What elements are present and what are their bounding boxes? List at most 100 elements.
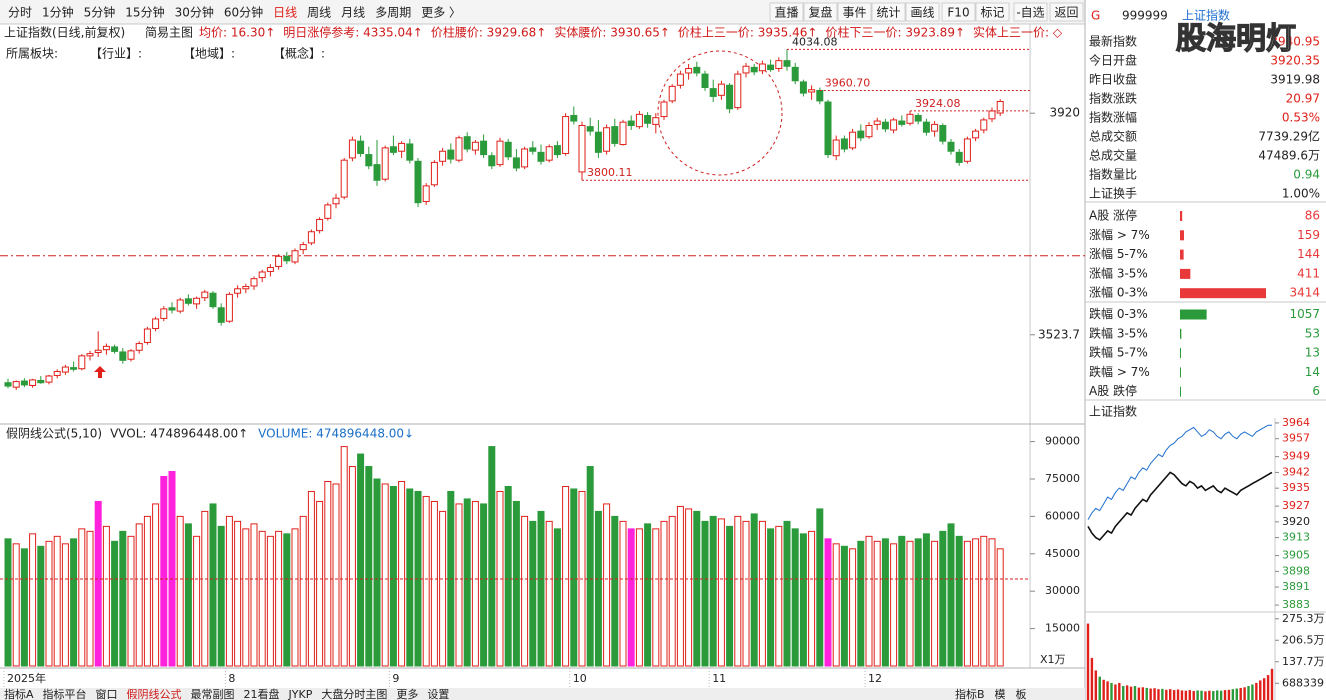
candle-body: [906, 113, 914, 124]
volume-bar: [29, 533, 37, 667]
breadth-label: 涨幅 3-5%: [1089, 265, 1148, 280]
indicator-tab[interactable]: 大盘分时主图: [321, 687, 387, 700]
period-tab[interactable]: 日线: [273, 6, 297, 20]
period-tab[interactable]: 周线: [307, 6, 331, 20]
mini-volume-bar: [1255, 682, 1258, 700]
volume-bar: [594, 510, 602, 667]
y-tick-label: 60000: [1045, 509, 1080, 522]
candle-body: [316, 218, 324, 232]
tool-button[interactable]: [871, 2, 906, 22]
tool-label[interactable]: 返回: [1054, 6, 1078, 20]
mini-volume-bar: [1086, 623, 1090, 700]
candle-body: [783, 60, 791, 67]
candle-body: [685, 67, 693, 74]
tool-button[interactable]: [837, 2, 872, 22]
highlight-circle: [657, 50, 783, 176]
y-tick-label: 45000: [1045, 547, 1080, 560]
indicator-tab[interactable]: 假阴线公式: [127, 687, 182, 700]
indicator-tab[interactable]: 21看盘: [244, 687, 280, 700]
volume-bar: [931, 540, 939, 667]
volume-bar: [734, 515, 742, 667]
volume-bar: [348, 466, 356, 667]
stat-value: 1.00%: [1282, 187, 1320, 201]
mini-volume-bar: [1098, 676, 1101, 700]
indicator-tab[interactable]: 指标A: [4, 687, 34, 700]
volume-bar: [562, 485, 570, 667]
mini-volume-bar: [1215, 690, 1219, 700]
indicator-tab[interactable]: 指标平台: [43, 687, 87, 700]
tool-label[interactable]: 直播: [774, 6, 798, 20]
y-tick-label: 688339: [1282, 676, 1324, 689]
volume-bar: [471, 500, 479, 667]
period-tab[interactable]: 更多 〉: [421, 6, 461, 20]
mini-volume-bar: [1200, 690, 1203, 700]
chart-mode: 简易主图: [145, 26, 193, 40]
volume-bar: [701, 520, 709, 667]
mini-volume-bar: [1157, 689, 1160, 700]
indicator-tab[interactable]: 最常副图: [191, 688, 235, 700]
candle-body: [299, 244, 307, 251]
tool-label[interactable]: F10: [947, 6, 969, 20]
period-tab[interactable]: 月线: [341, 6, 365, 20]
candle-body: [873, 120, 881, 125]
volume-bar: [972, 538, 980, 667]
y-tick-label: 3957: [1282, 432, 1310, 445]
indicator-tab[interactable]: 设置: [427, 688, 449, 700]
period-tab[interactable]: 30分钟: [175, 5, 214, 20]
tool-label[interactable]: 复盘: [808, 5, 832, 20]
candle-body: [865, 125, 873, 138]
tool-label[interactable]: 画线: [910, 6, 934, 20]
tool-label[interactable]: -自选: [1016, 6, 1044, 20]
breadth-value: 14: [1305, 365, 1320, 379]
candle-body: [332, 197, 340, 205]
tool-button[interactable]: [1013, 2, 1048, 22]
tool-button[interactable]: [941, 2, 976, 22]
candle-body: [644, 114, 652, 124]
tool-button[interactable]: [769, 2, 804, 22]
breadth-value: 411: [1297, 266, 1320, 280]
period-tab[interactable]: 5分钟: [84, 5, 116, 20]
volume-bar: [939, 530, 947, 667]
volume-bar: [865, 535, 873, 667]
candle-body: [365, 154, 373, 167]
tool-button[interactable]: [1049, 2, 1084, 22]
tool-button[interactable]: [803, 2, 838, 22]
candle-body: [29, 379, 37, 386]
candle-body: [881, 121, 889, 130]
period-tab[interactable]: 15分钟: [125, 5, 164, 20]
volume-bar: [258, 530, 266, 667]
volume-bar: [176, 515, 184, 667]
tool-label[interactable]: 标记: [980, 6, 1004, 20]
indicator-tab[interactable]: 更多: [396, 687, 418, 700]
volume-bar: [340, 446, 348, 667]
volume-bar: [988, 538, 996, 667]
volume-bar: [570, 488, 578, 667]
period-tab[interactable]: 分时: [8, 6, 32, 20]
volume-bar: [980, 535, 988, 667]
candle-body: [201, 291, 209, 299]
mini-volume-bar: [1161, 688, 1164, 700]
indicator-tab[interactable]: 窗口: [96, 687, 118, 700]
info-item: 实体上三一价: ◇: [973, 25, 1063, 40]
candle-body: [184, 298, 192, 304]
info-item: 均价: 16.30↑: [199, 26, 275, 40]
period-tab[interactable]: 60分钟: [224, 5, 263, 20]
candle-body: [734, 73, 742, 109]
tool-button[interactable]: [975, 2, 1010, 22]
tool-label[interactable]: 事件: [842, 6, 866, 20]
mini-volume-bar: [1208, 690, 1211, 700]
mini-volume-bar: [1129, 686, 1133, 700]
tool-label[interactable]: 统计: [876, 6, 900, 20]
indicator-tab[interactable]: 板: [1016, 687, 1027, 700]
y-tick-label: 206.5万: [1282, 633, 1325, 646]
volume-bar: [857, 540, 865, 667]
tool-button[interactable]: [905, 2, 940, 22]
indicator-tab[interactable]: 模: [995, 688, 1006, 700]
stat-value: 3920.35: [1270, 54, 1320, 68]
volume-title: 假阴线公式(5,10): [6, 427, 102, 441]
indicator-tab[interactable]: 指标B: [955, 687, 985, 700]
period-tab[interactable]: 1分钟: [42, 5, 74, 20]
breadth-bar: [1180, 386, 1181, 397]
period-tab[interactable]: 多周期: [375, 6, 411, 20]
indicator-tab[interactable]: JYKP: [288, 688, 313, 700]
